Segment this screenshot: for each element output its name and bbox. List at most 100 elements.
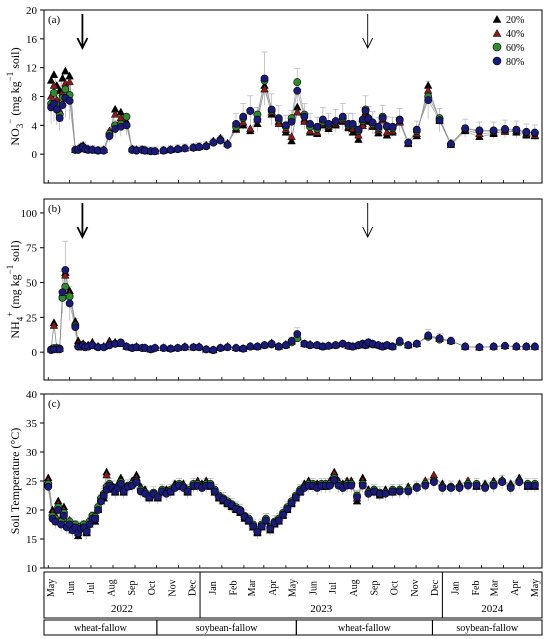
point-80pct: [381, 489, 390, 498]
month-label: Sep: [127, 581, 138, 596]
point-20pct: [354, 135, 363, 143]
point-80pct: [395, 487, 404, 496]
panel-b-ammonium-chart: 0 25 50 75 100 (b) NH4+ (mg kg−1 soil): [5, 198, 543, 381]
point-80pct: [210, 487, 219, 496]
point-20pct: [49, 70, 59, 78]
point-80pct: [65, 299, 74, 308]
season-label: wheat-fallow: [338, 623, 392, 634]
month-label: Jul: [86, 582, 97, 594]
y-tick-label: 20: [26, 5, 38, 17]
point-40pct: [300, 117, 309, 125]
point-80pct: [361, 107, 370, 115]
point-80pct: [287, 117, 296, 126]
point-80pct: [122, 121, 131, 130]
point-80pct: [180, 343, 189, 352]
season-label: soybean-fallow: [196, 623, 258, 634]
month-label: Jun: [66, 581, 77, 595]
point-80pct: [412, 339, 421, 348]
point-80pct: [324, 341, 333, 350]
point-80pct: [424, 96, 433, 105]
y-tick-label: 8: [32, 92, 38, 104]
month-label: Nov: [410, 579, 421, 596]
point-80pct: [60, 511, 68, 520]
y-axis-label-part: (mg kg: [8, 81, 22, 118]
y-axis-label-part: NH: [8, 321, 22, 339]
point-60pct: [50, 88, 58, 97]
event-arrow-head: [362, 226, 374, 239]
point-80pct: [293, 330, 302, 338]
point-80pct: [116, 479, 125, 488]
month-label: Jan: [450, 581, 461, 594]
point-40pct: [246, 124, 255, 132]
point-80pct: [512, 125, 521, 134]
point-80pct: [530, 128, 539, 137]
point-80pct: [287, 499, 296, 507]
point-80pct: [475, 343, 484, 352]
point-80pct: [281, 121, 290, 130]
panel-label: (c): [48, 398, 61, 410]
point-80pct: [489, 342, 498, 351]
point-80pct: [61, 266, 70, 274]
point-80pct: [232, 344, 240, 352]
point-80pct: [159, 344, 168, 352]
point-80pct: [232, 119, 240, 128]
point-80pct: [82, 528, 91, 536]
point-80pct: [498, 478, 507, 487]
season-label: soybean-fallow: [456, 623, 518, 634]
point-80pct: [283, 504, 292, 513]
point-80pct: [166, 344, 175, 353]
point-80pct: [395, 116, 404, 125]
point-80pct: [447, 484, 455, 492]
legend-label: 20%: [506, 15, 524, 26]
point-80pct: [244, 516, 253, 525]
year-label: 2023: [310, 603, 333, 615]
month-label: Sep: [369, 581, 380, 596]
point-80pct: [464, 481, 472, 490]
point-40pct: [49, 320, 59, 329]
point-80pct: [58, 101, 67, 110]
point-80pct: [481, 484, 489, 492]
legend-marker: [492, 28, 502, 37]
point-80pct: [515, 478, 524, 487]
point-80pct: [239, 112, 248, 121]
season-box: [431, 619, 543, 636]
point-40pct: [293, 107, 302, 116]
y-tick-label: 50: [26, 278, 38, 290]
point-60pct: [65, 292, 74, 301]
point-80pct: [354, 125, 363, 134]
y-axis-label: NO3− (mg kg−1 soil): [5, 47, 25, 145]
point-80pct: [447, 140, 455, 148]
month-label: Mar: [490, 579, 501, 596]
point-80pct: [223, 343, 232, 352]
point-80pct: [489, 481, 498, 490]
point-80pct: [404, 341, 413, 350]
y-axis-label-part: soil): [8, 47, 22, 71]
point-80pct: [267, 105, 276, 114]
point-40pct: [287, 132, 296, 140]
month-label: Aug: [106, 579, 117, 596]
point-60pct: [122, 112, 131, 121]
y-axis-label-part: +: [5, 312, 15, 317]
point-80pct: [404, 487, 413, 496]
panel-label: (b): [48, 203, 61, 215]
y-axis-label-part: −: [5, 119, 15, 124]
month-label: Dec: [430, 579, 441, 596]
month-label: May: [288, 579, 299, 597]
y-tick-label: 25: [26, 312, 38, 324]
point-80pct: [331, 341, 340, 350]
point-80pct: [326, 481, 334, 490]
month-label: Jun: [308, 581, 319, 595]
point-80pct: [159, 146, 168, 155]
season-label: wheat-fallow: [74, 623, 128, 634]
point-80pct: [99, 146, 108, 155]
point-80pct: [523, 481, 532, 490]
point-80pct: [52, 105, 61, 114]
point-40pct: [260, 84, 269, 93]
y-tick-label: 12: [26, 63, 37, 75]
point-40pct: [102, 470, 111, 479]
point-80pct: [368, 118, 377, 127]
point-80pct: [318, 115, 327, 124]
month-label: Jul: [328, 582, 339, 594]
y-axis-label-part: 3: [15, 123, 25, 128]
